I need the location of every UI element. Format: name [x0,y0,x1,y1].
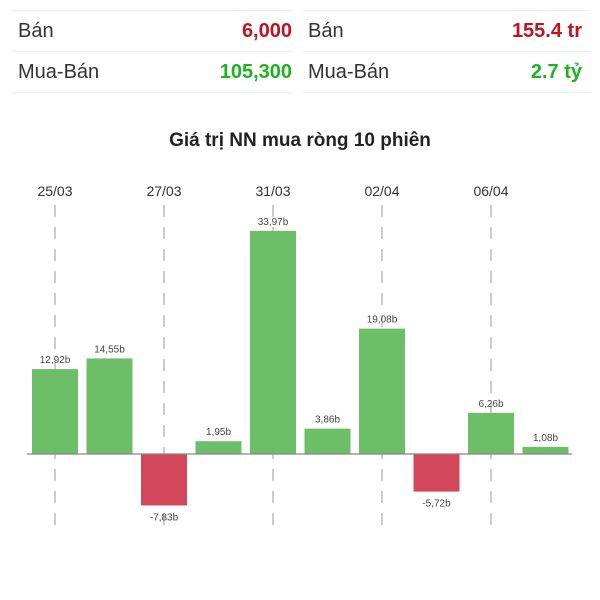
data-label: 1,08b [533,433,558,444]
stat-label: Bán [18,19,54,42]
x-tick-label: 02/04 [364,183,399,199]
stat-value: 105,300 [219,60,292,83]
bar [468,412,514,454]
stat-row-net: Mua-Bán 2.7 tỷ [302,52,590,93]
stat-row-sell: Bán 6,000 [12,11,292,52]
bar [413,454,460,492]
bar [141,454,187,506]
data-label: 1,95b [206,427,231,438]
data-label: 19,08b [367,315,398,326]
bar [86,358,133,454]
data-label: 6,26b [478,399,503,410]
x-tick-label: 06/04 [473,183,508,199]
data-label: -7,83b [150,512,179,523]
data-label: 14,55b [94,344,125,355]
bar [522,446,569,454]
stat-value: 2.7 tỷ [530,60,582,83]
bar [359,328,405,454]
bar [250,230,296,454]
data-label: -5,72b [422,499,451,510]
bar [195,441,242,454]
bar [32,369,78,454]
data-label: 33,97b [258,217,289,228]
stat-label: Bán [308,19,344,42]
divider [302,10,590,11]
stat-row-sell: Bán 155.4 tr [302,11,590,52]
stat-value: 155.4 tr [511,19,582,42]
stat-value: 6,000 [241,19,292,42]
stat-label: Mua-Bán [18,60,100,83]
bar [304,428,351,454]
data-label: 12,92b [40,355,71,366]
data-label: 3,86b [315,415,340,426]
divider [12,10,292,11]
x-tick-label: 31/03 [255,183,290,199]
x-tick-label: 27/03 [146,183,181,199]
stat-label: Mua-Bán [308,60,390,83]
chart-title: Giá trị NN mua ròng 10 phiên [169,130,431,151]
stat-row-net: Mua-Bán 105,300 [12,52,292,93]
x-tick-label: 25/03 [37,183,72,199]
